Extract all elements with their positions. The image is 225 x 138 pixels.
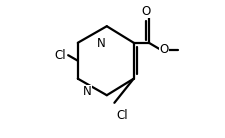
Text: O: O [141, 5, 150, 18]
Text: N: N [97, 37, 105, 50]
Text: Cl: Cl [54, 49, 65, 62]
Text: O: O [159, 43, 168, 56]
Text: Cl: Cl [116, 109, 128, 122]
Text: N: N [82, 85, 91, 98]
